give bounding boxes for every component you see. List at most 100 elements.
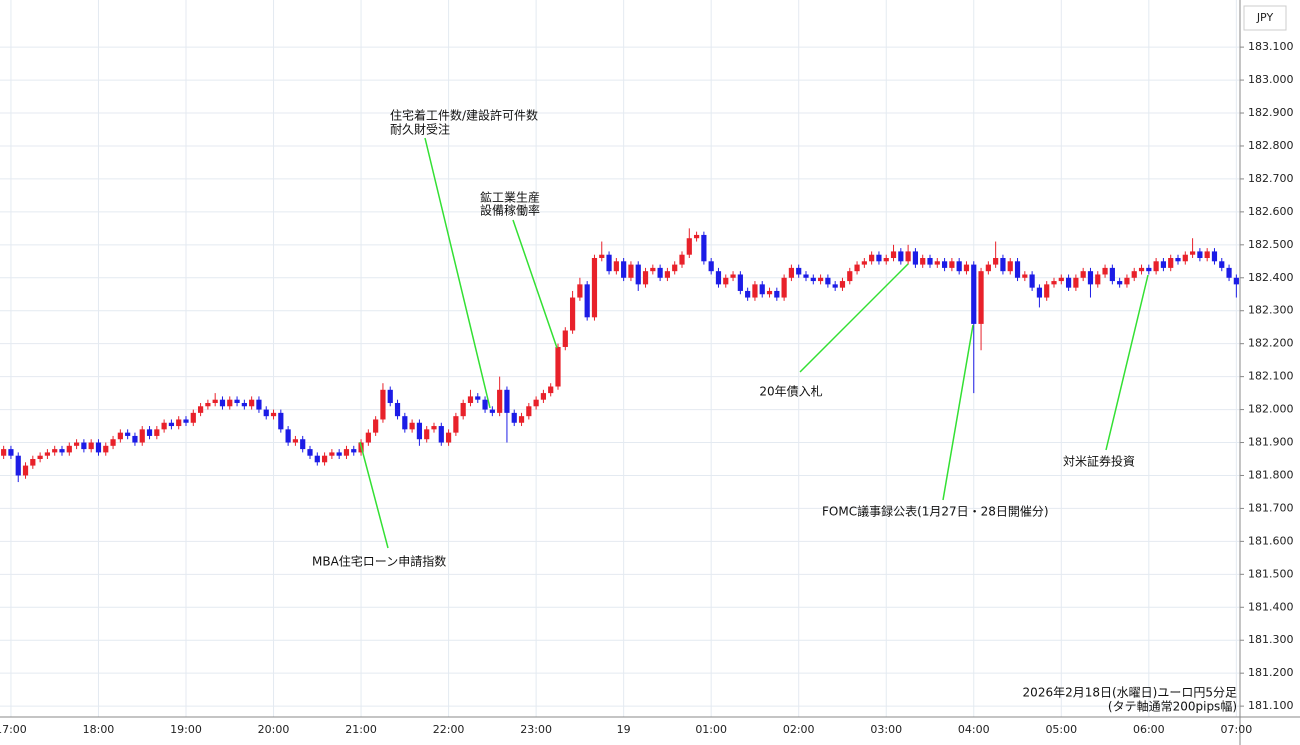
candle-body [336, 452, 342, 456]
candle-body [292, 439, 299, 443]
candle-body [30, 458, 36, 466]
candle-body [1073, 277, 1079, 288]
candle-body [686, 238, 692, 255]
candle-body [402, 416, 408, 430]
candle-body [205, 402, 211, 407]
y-tick-label: 182.600 [1248, 205, 1294, 218]
candle-body [664, 271, 671, 278]
candle-body [869, 254, 875, 262]
candle-body [839, 281, 846, 288]
candle-body [788, 267, 795, 278]
candle-body [526, 406, 532, 417]
candle-body [745, 290, 751, 298]
candle-body [854, 264, 860, 272]
candle-body [504, 389, 510, 413]
candle-body [409, 422, 415, 430]
annotation: 設備稼働率 [480, 203, 540, 218]
y-tick-label: 181.900 [1248, 436, 1294, 449]
y-tick-label: 182.300 [1248, 304, 1294, 317]
candle-body [1029, 274, 1035, 288]
candle-body [993, 258, 999, 265]
x-tick-label: 06:00 [1133, 723, 1165, 736]
candle-body [898, 251, 904, 262]
candle-body [1014, 261, 1021, 278]
y-tick-label: 182.700 [1248, 172, 1294, 185]
candle-body [650, 267, 656, 272]
candle-body [1058, 277, 1064, 282]
candle-body [1065, 277, 1072, 288]
candle-body [387, 389, 393, 403]
candle-body [715, 271, 722, 285]
candle-body [190, 412, 196, 423]
candle-body [963, 264, 970, 272]
candle-body [125, 432, 131, 436]
annotation: 鉱工業生産 [480, 190, 540, 205]
candle-body [314, 455, 320, 463]
annotation-pointer [512, 219, 558, 349]
x-tick-label: 19 [617, 723, 631, 736]
candle-body [1, 449, 7, 456]
candle-body [475, 396, 481, 400]
candle-body [861, 261, 867, 265]
footer-note: (タテ軸通常200pips幅) [1108, 699, 1237, 714]
x-tick-label: 19:00 [170, 723, 202, 736]
y-tick-label: 182.400 [1248, 271, 1294, 284]
y-tick-label: 183.100 [1248, 40, 1294, 53]
candle-body [1168, 258, 1174, 268]
annotation: 20年債入札 [759, 384, 822, 399]
candle-body [737, 274, 743, 291]
candle-body [234, 399, 240, 403]
candle-body [467, 396, 474, 403]
candle-body [270, 412, 277, 417]
candle-body [1109, 267, 1115, 282]
candle-body [796, 267, 802, 275]
x-tick-label: 05:00 [1045, 723, 1077, 736]
candle-body [642, 271, 649, 285]
candle-body [985, 264, 991, 272]
candle-body [1197, 251, 1203, 259]
candle-body [168, 422, 175, 427]
y-tick-label: 183.000 [1248, 73, 1294, 86]
candle-body [1204, 251, 1210, 259]
candle-body [1000, 258, 1006, 272]
candle-body [912, 251, 919, 265]
candle-body [927, 258, 933, 265]
candle-body [1153, 261, 1159, 272]
candle-body [241, 402, 247, 407]
candle-body [613, 261, 619, 272]
candle-body [825, 277, 831, 285]
candle-body [227, 399, 233, 407]
candle-body [1211, 251, 1218, 262]
candle-body [1095, 274, 1101, 285]
candle-body [1175, 258, 1181, 262]
candle-body [803, 274, 809, 278]
x-tick-label: 07:00 [1221, 723, 1253, 736]
candle-body [453, 416, 459, 433]
candle-body [278, 412, 284, 430]
candle-body [139, 429, 145, 443]
candles [1, 228, 1239, 483]
candle-body [759, 284, 765, 295]
candle-body [1146, 267, 1152, 272]
annotation: 耐久財受注 [390, 122, 450, 137]
candle-body [110, 439, 116, 446]
candle-body [905, 251, 911, 262]
annotation-pointer [942, 324, 974, 501]
x-tick-label: 23:00 [520, 723, 552, 736]
y-tick-label: 181.100 [1248, 699, 1294, 712]
footer-note: 2026年2月18日(水曜日)ユーロ円5分足 [1023, 686, 1237, 700]
candle-body [1007, 261, 1013, 272]
candle-body [920, 258, 926, 265]
candle-body [781, 277, 787, 298]
x-tick-label: 02:00 [783, 723, 815, 736]
x-tick-label: 04:00 [958, 723, 990, 736]
candle-body [263, 409, 269, 417]
candle-body [497, 389, 503, 413]
candle-body [548, 386, 554, 394]
x-tick-label: 03:00 [870, 723, 902, 736]
annotation-pointer [799, 263, 909, 373]
candle-body [562, 330, 568, 347]
candle-body [1219, 261, 1225, 268]
y-tick-label: 182.100 [1248, 370, 1294, 383]
